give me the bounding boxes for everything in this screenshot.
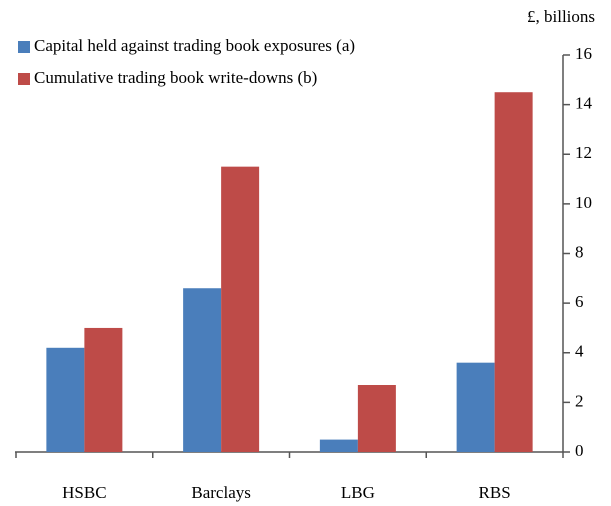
unit-label: £, billions — [527, 7, 595, 26]
y-tick-label: 2 — [575, 391, 584, 410]
bar — [221, 166, 260, 452]
x-tick-label: RBS — [479, 483, 511, 502]
y-tick-label: 12 — [575, 143, 592, 162]
y-tick-label: 4 — [575, 342, 584, 361]
legend-label: Capital held against trading book exposu… — [34, 36, 355, 55]
bar — [319, 439, 358, 452]
bar — [183, 288, 222, 452]
legend-label: Cumulative trading book write-downs (b) — [34, 68, 317, 87]
y-tick-label: 0 — [575, 441, 584, 460]
bar — [494, 92, 533, 452]
bar — [46, 347, 85, 452]
y-tick-label: 14 — [575, 94, 593, 113]
x-tick-label: LBG — [341, 483, 375, 502]
y-tick-label: 16 — [575, 44, 592, 63]
legend-swatch — [18, 41, 30, 53]
y-tick-label: 8 — [575, 242, 584, 261]
bar — [84, 327, 123, 452]
y-tick-label: 10 — [575, 193, 592, 212]
x-tick-label: Barclays — [191, 483, 250, 502]
x-tick-label: HSBC — [62, 483, 106, 502]
legend-swatch — [18, 73, 30, 85]
bar — [456, 362, 495, 452]
bar — [357, 385, 396, 452]
y-tick-label: 6 — [575, 292, 584, 311]
